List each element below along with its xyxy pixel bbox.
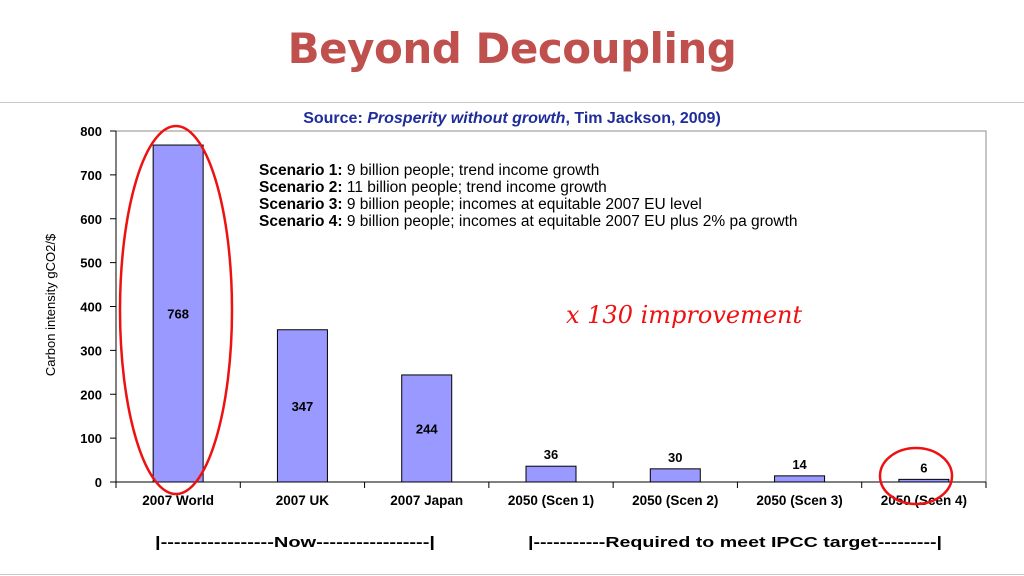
y-tick-label: 500 bbox=[80, 256, 102, 271]
y-tick-label: 400 bbox=[80, 300, 102, 315]
bar bbox=[774, 475, 826, 483]
highlight-ellipse-world bbox=[118, 124, 234, 496]
data-label: 768 bbox=[167, 307, 189, 322]
x-tick-label: 2007 World bbox=[142, 493, 214, 508]
x-tick-label: 2050 (Scen 3) bbox=[756, 493, 842, 508]
scenario-2-line: Scenario 2: 11 billion people; trend inc… bbox=[259, 179, 607, 196]
y-axis: 0 100 200 300 400 500 600 700 800 bbox=[80, 124, 117, 490]
scenario-legend: Scenario 1: 9 billion people; trend inco… bbox=[259, 162, 798, 230]
y-tick-label: 600 bbox=[80, 212, 102, 227]
source-prefix: Source: bbox=[303, 110, 368, 127]
data-label: 244 bbox=[416, 421, 438, 436]
y-tick-label: 100 bbox=[80, 431, 102, 446]
title-divider bbox=[0, 102, 1024, 103]
source-citation: Source: Prosperity without growth, Tim J… bbox=[0, 110, 1024, 128]
data-label: 14 bbox=[792, 457, 807, 472]
bottom-divider bbox=[0, 574, 1024, 575]
now-bracket: |-----------------Now-----------------| bbox=[155, 535, 435, 551]
source-book-title: Prosperity without growth bbox=[367, 110, 566, 127]
data-label: 30 bbox=[668, 450, 682, 465]
source-suffix: , Tim Jackson, 2009) bbox=[565, 110, 721, 127]
scenario-3-line: Scenario 3: 9 billion people; incomes at… bbox=[259, 196, 702, 213]
bar bbox=[649, 468, 701, 483]
y-tick-label: 800 bbox=[80, 124, 102, 139]
x-tick-label: 2050 (Scen 1) bbox=[508, 493, 594, 508]
slide-title: Beyond Decoupling bbox=[287, 24, 737, 73]
x-tick-label: 2050 (Scen 4) bbox=[881, 493, 967, 508]
x-axis: 2007 World 2007 UK 2007 Japan 2050 (Scen 1)… bbox=[115, 481, 987, 508]
improvement-annotation: x 130 improvement bbox=[566, 301, 803, 329]
x-tick-label: 2007 Japan bbox=[390, 493, 463, 508]
bar bbox=[152, 144, 204, 483]
x-tick-label: 2050 (Scen 2) bbox=[632, 493, 718, 508]
y-tick-label: 0 bbox=[95, 475, 102, 490]
data-label: 347 bbox=[292, 399, 314, 414]
data-label: 6 bbox=[920, 460, 927, 475]
scenario-4-line: Scenario 4: 9 billion people; incomes at… bbox=[259, 213, 798, 230]
y-tick-label: 700 bbox=[80, 168, 102, 183]
data-label: 36 bbox=[544, 447, 558, 462]
bar bbox=[525, 465, 577, 483]
scenario-1-line: Scenario 1: 9 billion people; trend inco… bbox=[259, 162, 599, 179]
x-tick-label: 2007 UK bbox=[276, 493, 330, 508]
required-bracket: |-----------Required to meet IPCC target… bbox=[528, 535, 942, 551]
y-axis-label: Carbon intensity gCO2/$ bbox=[43, 233, 58, 376]
y-tick-label: 300 bbox=[80, 343, 102, 358]
y-tick-label: 200 bbox=[80, 387, 102, 402]
highlight-ellipse-scen4 bbox=[878, 446, 954, 506]
